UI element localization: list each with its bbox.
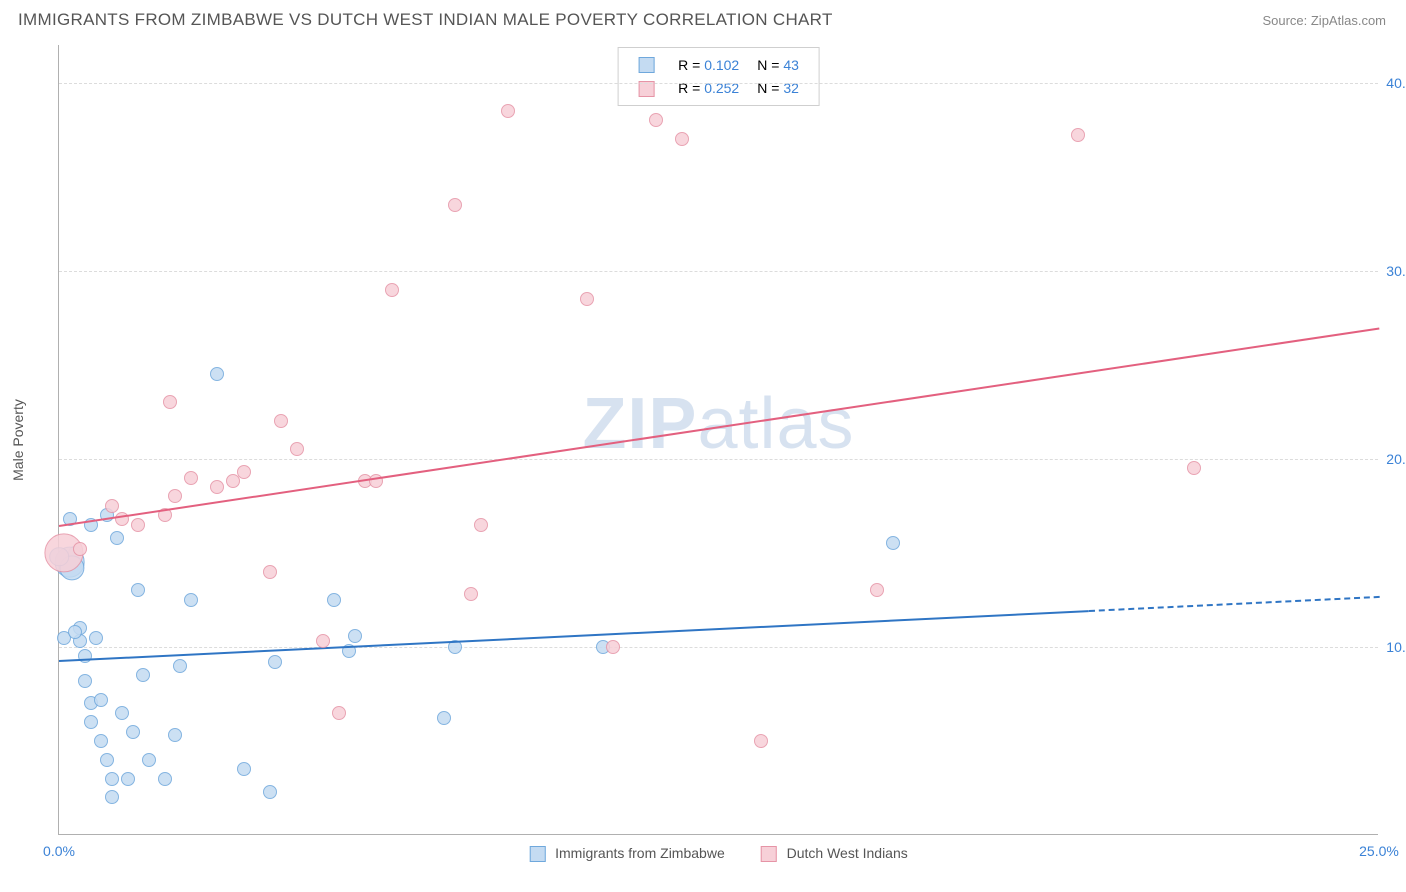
data-point	[332, 706, 346, 720]
data-point	[73, 542, 87, 556]
y-tick-label: 20.0%	[1386, 451, 1406, 467]
data-point	[68, 625, 82, 639]
x-tick-label: 25.0%	[1359, 843, 1399, 859]
data-point	[448, 198, 462, 212]
legend-item: Dutch West Indians	[761, 845, 908, 861]
grid-line	[59, 647, 1378, 648]
data-point	[210, 480, 224, 494]
x-tick-label: 0.0%	[43, 843, 75, 859]
data-point	[1187, 461, 1201, 475]
chart-container: Male Poverty ZIPatlas R = 0.102N = 43R =…	[48, 45, 1388, 835]
chart-title: IMMIGRANTS FROM ZIMBABWE VS DUTCH WEST I…	[18, 10, 833, 30]
data-point	[263, 565, 277, 579]
y-tick-label: 30.0%	[1386, 263, 1406, 279]
data-point	[580, 292, 594, 306]
data-point	[274, 414, 288, 428]
data-point	[105, 790, 119, 804]
data-point	[110, 531, 124, 545]
data-point	[464, 587, 478, 601]
y-tick-label: 40.0%	[1386, 75, 1406, 91]
data-point	[263, 785, 277, 799]
data-point	[131, 583, 145, 597]
data-point	[184, 471, 198, 485]
data-point	[870, 583, 884, 597]
data-point	[121, 772, 135, 786]
data-point	[385, 283, 399, 297]
data-point	[437, 711, 451, 725]
trend-line	[59, 610, 1089, 662]
data-point	[131, 518, 145, 532]
data-point	[142, 753, 156, 767]
data-point	[474, 518, 488, 532]
data-point	[501, 104, 515, 118]
legend-item: Immigrants from Zimbabwe	[529, 845, 724, 861]
data-point	[649, 113, 663, 127]
y-axis-label: Male Poverty	[10, 399, 26, 481]
data-point	[268, 655, 282, 669]
grid-line	[59, 459, 1378, 460]
plot-area: ZIPatlas R = 0.102N = 43R = 0.252N = 32 …	[58, 45, 1378, 835]
data-point	[316, 634, 330, 648]
data-point	[1071, 128, 1085, 142]
data-point	[348, 629, 362, 643]
legend-row: R = 0.252N = 32	[630, 77, 807, 98]
data-point	[94, 734, 108, 748]
data-point	[210, 367, 224, 381]
data-point	[136, 668, 150, 682]
data-point	[94, 693, 108, 707]
grid-line	[59, 83, 1378, 84]
data-point	[606, 640, 620, 654]
y-tick-label: 10.0%	[1386, 639, 1406, 655]
chart-header: IMMIGRANTS FROM ZIMBABWE VS DUTCH WEST I…	[0, 0, 1406, 38]
data-point	[78, 674, 92, 688]
data-point	[115, 706, 129, 720]
data-point	[84, 715, 98, 729]
data-point	[158, 772, 172, 786]
legend-row: R = 0.102N = 43	[630, 54, 807, 75]
data-point	[237, 762, 251, 776]
data-point	[163, 395, 177, 409]
data-point	[100, 753, 114, 767]
chart-source: Source: ZipAtlas.com	[1262, 13, 1386, 28]
data-point	[290, 442, 304, 456]
trend-line	[59, 327, 1379, 526]
data-point	[237, 465, 251, 479]
data-point	[126, 725, 140, 739]
data-point	[173, 659, 187, 673]
data-point	[184, 593, 198, 607]
trend-line	[1089, 596, 1379, 612]
data-point	[886, 536, 900, 550]
legend-series: Immigrants from Zimbabwe Dutch West Indi…	[511, 845, 926, 862]
data-point	[78, 649, 92, 663]
data-point	[105, 772, 119, 786]
data-point	[168, 489, 182, 503]
data-point	[327, 593, 341, 607]
data-point	[168, 728, 182, 742]
watermark: ZIPatlas	[582, 383, 854, 465]
data-point	[754, 734, 768, 748]
data-point	[675, 132, 689, 146]
legend-correlation: R = 0.102N = 43R = 0.252N = 32	[617, 47, 820, 106]
data-point	[89, 631, 103, 645]
grid-line	[59, 271, 1378, 272]
data-point	[105, 499, 119, 513]
